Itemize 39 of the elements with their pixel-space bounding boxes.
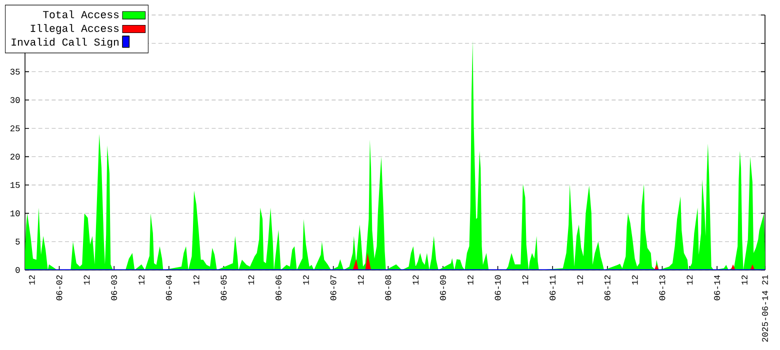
x-tick-label: 12: [138, 275, 144, 284]
x-tick-label: 06-02: [56, 275, 62, 300]
y-tick-label: 30: [10, 97, 20, 103]
x-tick-label: 06-06: [276, 275, 282, 300]
x-tick-label: 06-14: [714, 275, 720, 300]
x-tick-label: 12: [632, 275, 638, 284]
x-tick-label: 12: [412, 275, 418, 284]
x-tick-label: 06-03: [111, 275, 118, 300]
x-tick-label: 06-09: [440, 275, 446, 300]
y-tick-label: 10: [10, 210, 20, 216]
x-tick-label: 12: [522, 275, 528, 284]
x-tick-label: 12: [742, 275, 748, 284]
x-tick-label: 12: [193, 275, 200, 284]
x-tick-label: 06-10: [494, 275, 501, 300]
x-tick-label: 06-08: [385, 275, 392, 300]
y-tick-label: 15: [10, 182, 20, 188]
x-tick-label: 06-13: [659, 275, 666, 300]
y-tick-label: 0: [16, 267, 20, 273]
x-tick-label: 12: [248, 275, 254, 284]
x-tick-label: 12: [686, 275, 693, 284]
legend-label: Total Access: [43, 10, 119, 18]
x-tick-label: 06-04: [166, 275, 172, 300]
x-tick-label: 2025-06-14 21: [762, 275, 768, 342]
x-tick-label: 12: [358, 275, 364, 284]
x-tick-label: 12: [303, 275, 309, 284]
y-tick-label: 20: [10, 154, 20, 160]
y-tick-label: 5: [16, 238, 20, 245]
x-tick-label: 06-07: [330, 275, 336, 300]
x-tick-label: 06-12: [604, 275, 610, 300]
x-tick-label: 06-05: [220, 275, 227, 300]
y-tick-label: 25: [10, 125, 20, 132]
x-tick-label: 12: [467, 275, 474, 284]
legend-label: Invalid Call Sign: [12, 38, 118, 48]
legend-label: Illegal Access: [30, 24, 119, 34]
y-tick-label: 35: [10, 68, 20, 75]
x-tick-label: 12: [28, 275, 35, 284]
x-tick-label: 12: [577, 275, 583, 284]
x-tick-label: 06-11: [550, 275, 556, 300]
x-tick-label: 12: [84, 275, 90, 284]
